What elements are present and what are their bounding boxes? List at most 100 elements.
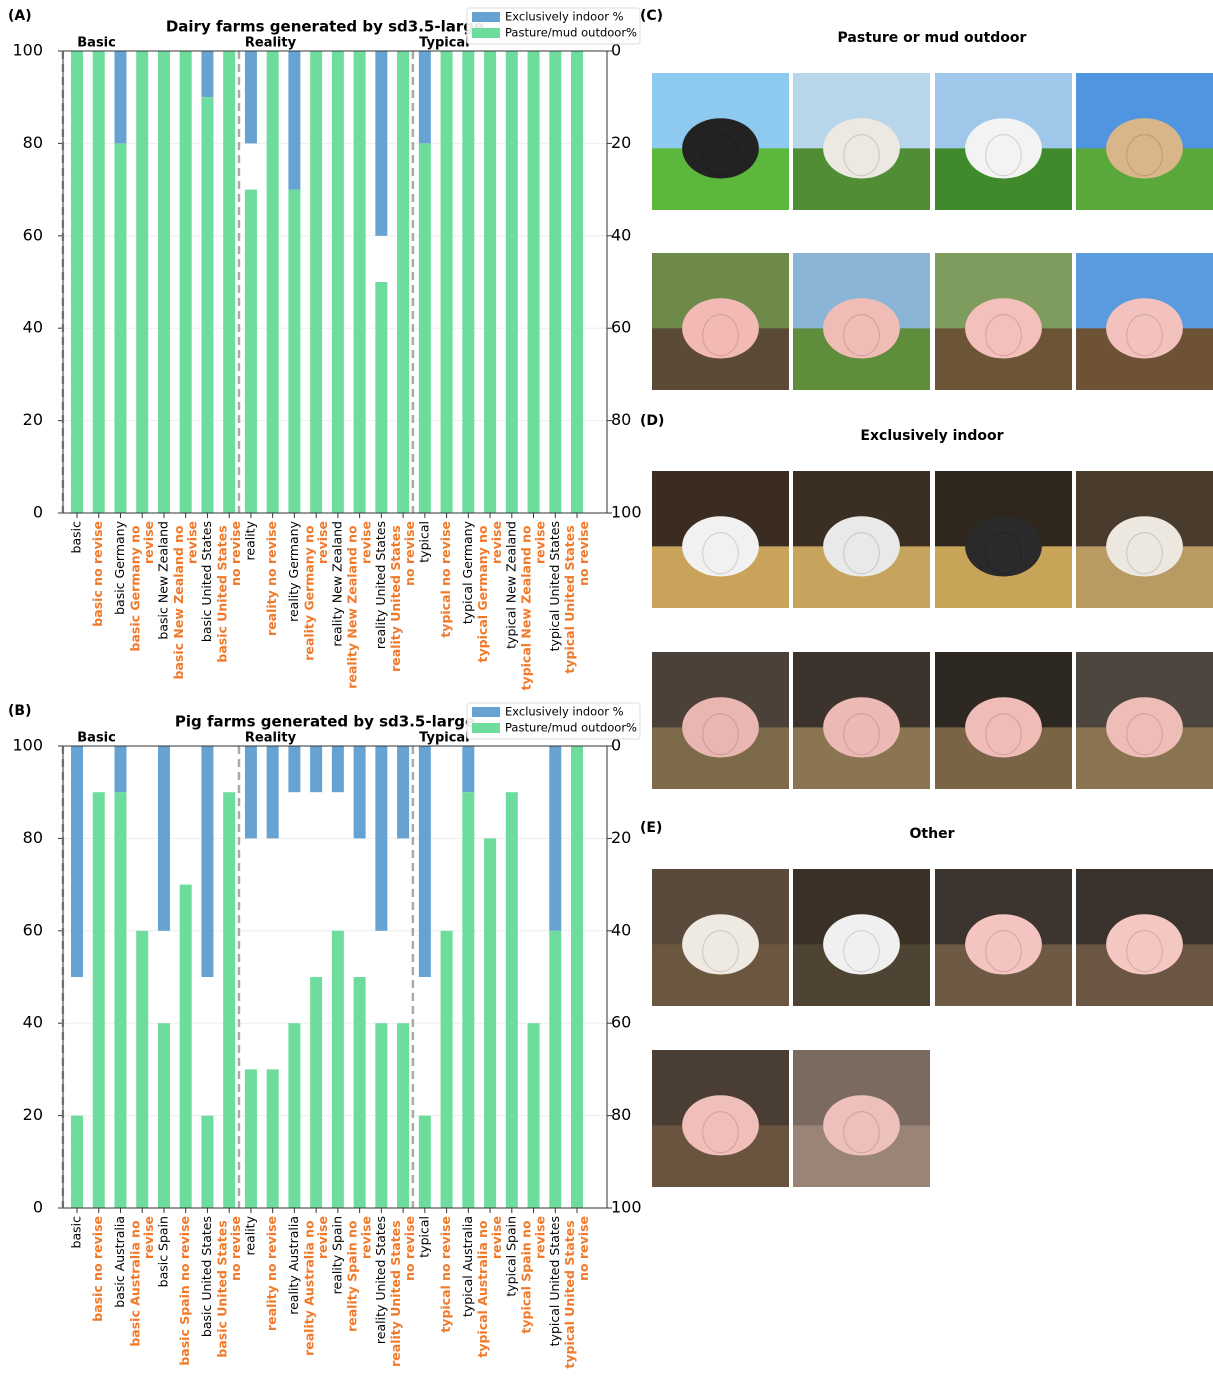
legend-label: Exclusively indoor %: [505, 10, 624, 24]
y-tick-label: 0: [33, 503, 43, 522]
image: [1076, 253, 1213, 390]
bar: [201, 97, 214, 513]
x-tick-label: basic Spain: [155, 1216, 170, 1287]
image-animal-head: [1126, 314, 1163, 357]
y-tick-label: 40: [23, 318, 43, 337]
bar: [114, 792, 127, 1208]
bar: [353, 977, 366, 1208]
image-animal-head: [843, 314, 880, 357]
bar: [418, 746, 431, 977]
bar: [418, 1115, 431, 1208]
y2-tick-label: 20: [611, 133, 631, 152]
x-tick-label: reality United States: [373, 1216, 388, 1344]
image: [935, 73, 1072, 210]
image-animal-head: [843, 1111, 880, 1154]
image-animal-head: [843, 532, 880, 575]
bar: [201, 1115, 214, 1208]
bar: [505, 792, 518, 1208]
image: [652, 253, 789, 390]
x-tick-label: reality Australia no revise: [301, 1216, 330, 1356]
x-tick-label: reality: [242, 1215, 257, 1255]
x-tick-label: basic United States: [199, 521, 214, 642]
image-animal-head: [702, 930, 739, 973]
y-tick-label: 20: [23, 410, 43, 429]
y-tick-label: 40: [23, 1013, 43, 1032]
x-tick-label: basic New Zealand no revise: [170, 521, 199, 679]
bar: [549, 51, 562, 513]
image: [652, 73, 789, 210]
image-animal-head: [702, 532, 739, 575]
x-tick-label: typical Australia no revise: [475, 1216, 504, 1358]
bar: [440, 930, 453, 1208]
x-tick-label: typical Australia: [460, 1216, 475, 1317]
bar: [266, 746, 279, 839]
image-animal-head: [985, 314, 1022, 357]
x-tick-label: reality Spain no revise: [344, 1216, 373, 1332]
x-tick-label: reality United States no revise: [388, 521, 417, 672]
bar: [201, 51, 214, 98]
bar: [71, 1115, 83, 1208]
bar: [397, 51, 410, 513]
x-tick-label: basic United States no revise: [214, 1216, 243, 1358]
bar: [244, 1069, 257, 1208]
y-tick-label: 100: [12, 41, 43, 60]
x-tick-label: typical New Zealand: [503, 521, 518, 649]
bar: [310, 746, 323, 793]
y2-tick-label: 40: [611, 225, 631, 244]
bar: [223, 51, 236, 513]
image-animal-head: [1126, 532, 1163, 575]
x-tick-label: reality no revise: [264, 521, 279, 636]
x-tick-label: reality New Zealand: [329, 521, 344, 647]
panel-title: Exclusively indoor: [860, 428, 1003, 444]
bar: [71, 746, 83, 977]
x-tick-label: basic Spain no revise: [177, 1216, 192, 1366]
group-label: Typical: [419, 36, 470, 51]
x-tick-label: typical Germany no revise: [475, 521, 504, 662]
image-animal-head: [843, 930, 880, 973]
image-animal-head: [702, 134, 739, 177]
bar: [375, 746, 388, 931]
bar: [527, 51, 540, 513]
y2-tick-label: 60: [611, 1013, 631, 1032]
bar: [375, 51, 388, 236]
bar: [266, 51, 279, 513]
x-tick-label: typical Germany: [460, 520, 475, 624]
bar: [418, 143, 431, 513]
legend-swatch: [472, 12, 500, 22]
bar: [418, 51, 431, 144]
image-animal-head: [1126, 930, 1163, 973]
x-tick-label: typical Spain: [503, 1216, 518, 1297]
x-tick-label: basic Australia: [112, 1216, 127, 1308]
y-tick-label: 100: [12, 736, 43, 755]
legend-box: [466, 702, 641, 740]
bar: [223, 792, 236, 1208]
x-tick-label: reality no revise: [264, 1216, 279, 1331]
y2-tick-label: 80: [611, 410, 631, 429]
x-tick-label: typical United States: [547, 521, 562, 651]
bar: [527, 1023, 540, 1208]
image: [1076, 652, 1213, 789]
x-tick-label: typical no revise: [438, 521, 453, 638]
bar: [92, 51, 105, 513]
image: [652, 1050, 789, 1187]
y2-tick-label: 20: [611, 828, 631, 847]
x-tick-label: typical: [416, 1216, 431, 1258]
bar: [310, 51, 323, 513]
bar: [266, 1069, 279, 1208]
panel-label: (E): [640, 820, 662, 836]
image: [652, 652, 789, 789]
y-tick-label: 20: [23, 1105, 43, 1124]
x-tick-label: basic: [69, 1216, 84, 1249]
x-tick-label: basic Australia no revise: [127, 1216, 156, 1347]
x-tick-label: reality United States no revise: [388, 1216, 417, 1367]
x-tick-label: reality Germany no revise: [301, 521, 330, 661]
plot-frame: [62, 50, 608, 514]
x-tick-label: basic United States: [199, 1216, 214, 1337]
group-label: Basic: [77, 36, 116, 51]
bar: [288, 746, 301, 793]
image-animal-head: [985, 713, 1022, 756]
bar: [114, 51, 127, 144]
plot-frame: [62, 745, 608, 1209]
bar: [353, 51, 366, 513]
y-tick-label: 60: [23, 225, 43, 244]
